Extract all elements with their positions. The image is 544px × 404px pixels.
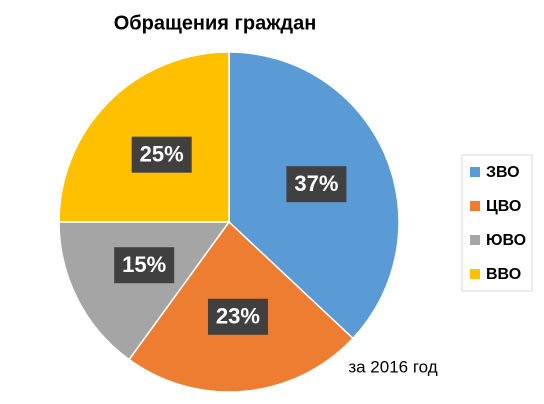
- legend-label: ЦВО: [486, 198, 521, 215]
- data-label-box: [131, 136, 192, 173]
- annotation: за 2016 год: [348, 357, 437, 376]
- chart-title: Обращения граждан: [114, 12, 317, 34]
- data-label: 23%: [216, 304, 260, 329]
- data-label: 25%: [140, 141, 184, 166]
- data-label-box: [114, 247, 175, 284]
- legend-swatch: [470, 201, 480, 211]
- data-label-box: [207, 298, 268, 335]
- data-label: 37%: [294, 171, 338, 196]
- legend-box: [461, 154, 533, 292]
- data-label-box: [286, 166, 347, 203]
- pie-slice: [58, 221, 231, 361]
- data-label: 15%: [122, 252, 166, 277]
- legend-swatch: [470, 269, 480, 279]
- legend-swatch: [470, 167, 480, 177]
- legend-label: ЮВО: [486, 232, 526, 249]
- legend-swatch: [470, 235, 480, 245]
- legend-label: ЗВО: [486, 164, 520, 181]
- legend-label: ВВО: [486, 266, 521, 283]
